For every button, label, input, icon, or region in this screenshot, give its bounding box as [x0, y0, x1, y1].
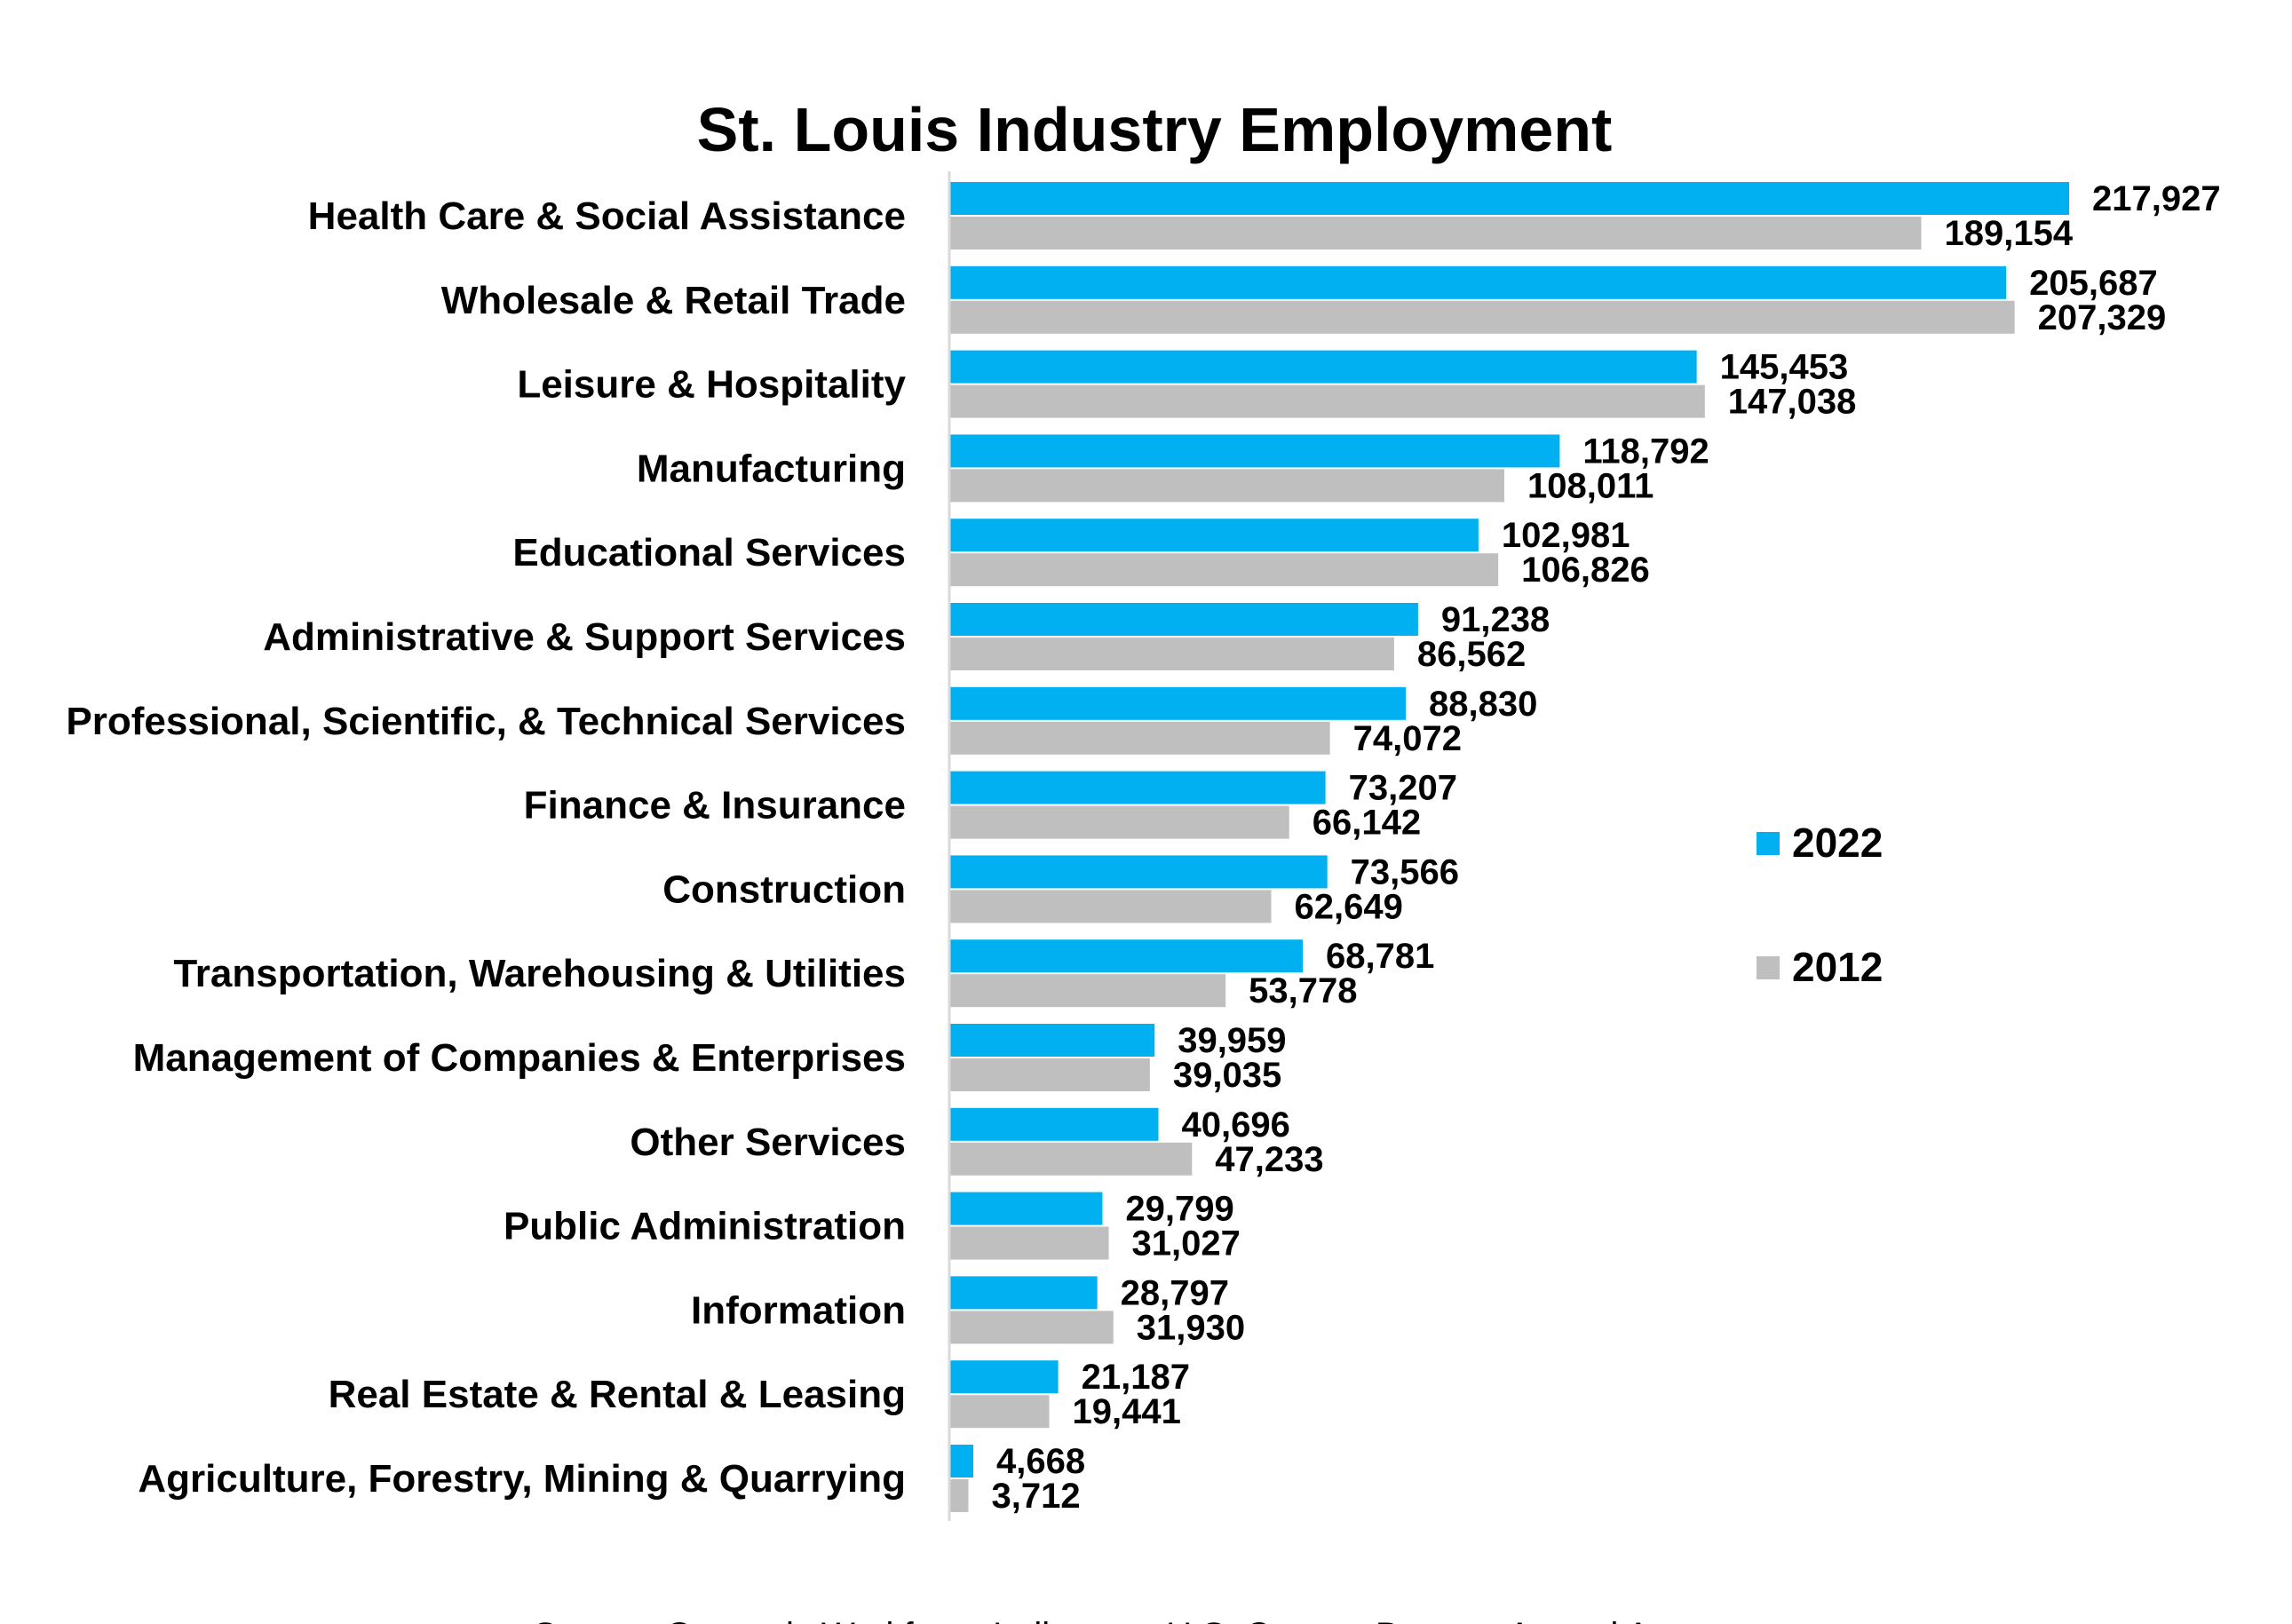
value-label-2022: 118,792 — [1582, 432, 1709, 471]
chart-title: St. Louis Industry Employment — [697, 95, 1613, 164]
bar-2022 — [949, 182, 2069, 215]
value-label-2022: 21,187 — [1082, 1358, 1190, 1397]
legend-label-2012: 2012 — [1792, 944, 1883, 990]
value-label-2012: 62,649 — [1295, 887, 1403, 926]
value-label-2012: 66,142 — [1313, 804, 1421, 843]
bar-2022 — [949, 855, 1328, 889]
bar-2022 — [949, 1192, 1103, 1225]
value-label-2022: 68,781 — [1326, 937, 1434, 976]
category-label: Wholesale & Retail Trade — [441, 279, 906, 322]
value-label-2022: 102,981 — [1502, 516, 1630, 555]
category-label: Educational Services — [512, 531, 906, 574]
bar-2012 — [949, 469, 1504, 503]
value-label-2012: 106,826 — [1521, 551, 1650, 590]
bar-2012 — [949, 890, 1272, 923]
category-label: Management of Companies & Enterprises — [133, 1036, 906, 1080]
value-label-2022: 4,668 — [996, 1442, 1085, 1481]
value-label-2012: 147,038 — [1728, 383, 1857, 422]
bar-2012 — [949, 553, 1499, 587]
value-label-2012: 207,329 — [2038, 298, 2167, 337]
bar-2012 — [949, 1395, 1050, 1429]
bar-2022 — [949, 350, 1697, 384]
bar-2012 — [949, 1311, 1114, 1344]
bar-2022 — [949, 519, 1479, 552]
value-label-2022: 29,799 — [1125, 1190, 1233, 1229]
bars-layer — [949, 182, 2069, 1512]
category-label: Information — [691, 1288, 906, 1332]
legend-label-2022: 2022 — [1792, 820, 1883, 866]
bar-2012 — [949, 217, 1922, 250]
category-label: Public Administration — [504, 1205, 906, 1248]
bar-2022 — [949, 1107, 1159, 1141]
value-label-2022: 73,207 — [1349, 769, 1457, 808]
category-label: Real Estate & Rental & Leasing — [329, 1373, 906, 1416]
category-label: Agriculture, Forestry, Mining & Quarryin… — [138, 1457, 906, 1501]
category-label: Transportation, Warehousing & Utilities — [173, 952, 906, 995]
value-label-2012: 53,778 — [1249, 971, 1357, 1010]
category-label: Professional, Scientific, & Technical Se… — [66, 700, 906, 743]
value-label-2022: 40,696 — [1181, 1105, 1289, 1145]
category-label: Construction — [662, 867, 906, 911]
source-note: Source: Quarterly Workforce Indicators, … — [533, 1616, 1775, 1624]
category-label: Administrative & Support Services — [263, 615, 906, 659]
category-label: Manufacturing — [637, 447, 906, 490]
bar-2012 — [949, 1058, 1150, 1091]
bar-2022 — [949, 686, 1407, 720]
bar-2022 — [949, 1445, 974, 1477]
value-label-2012: 189,154 — [1945, 214, 2074, 253]
bar-2022 — [949, 1360, 1059, 1394]
bar-2012 — [949, 1142, 1193, 1176]
category-label: Finance & Insurance — [524, 784, 906, 828]
bar-2022 — [949, 265, 2007, 299]
value-label-2012: 47,233 — [1215, 1140, 1323, 1179]
category-labels: Health Care & Social Assistance Wholesale… — [66, 194, 906, 1501]
category-label: Health Care & Social Assistance — [308, 194, 906, 238]
bar-2022 — [949, 771, 1326, 804]
value-label-2022: 205,687 — [2029, 264, 2158, 303]
value-label-2012: 39,035 — [1173, 1056, 1281, 1095]
value-label-2012: 108,011 — [1527, 466, 1654, 505]
bar-2012 — [949, 300, 2015, 334]
value-label-2022: 91,238 — [1441, 600, 1550, 639]
value-label-2012: 86,562 — [1417, 635, 1526, 674]
bar-2012 — [949, 805, 1289, 839]
value-label-2022: 145,453 — [1720, 348, 1849, 387]
value-label-2022: 39,959 — [1178, 1021, 1286, 1060]
value-label-2022: 217,927 — [2092, 179, 2221, 218]
value-label-2022: 28,797 — [1121, 1273, 1229, 1312]
bar-2012 — [949, 638, 1394, 670]
legend-swatch-2012 — [1757, 956, 1780, 979]
bar-2012 — [949, 721, 1330, 755]
bar-2012 — [949, 1479, 969, 1512]
bar-2022 — [949, 1024, 1155, 1057]
category-label: Leisure & Hospitality — [517, 363, 906, 407]
value-label-2022: 73,566 — [1351, 852, 1459, 891]
value-label-2012: 31,027 — [1132, 1224, 1241, 1264]
value-label-2012: 31,930 — [1137, 1308, 1245, 1347]
legend-swatch-2022 — [1757, 832, 1780, 855]
bar-2012 — [949, 974, 1226, 1008]
bar-2022 — [949, 603, 1418, 636]
bar-2022 — [949, 434, 1560, 468]
bar-2012 — [949, 384, 1705, 418]
bar-2012 — [949, 1226, 1109, 1260]
bar-2022 — [949, 1276, 1098, 1310]
value-label-2012: 3,712 — [991, 1477, 1080, 1516]
legend: 2022 2012 — [1757, 820, 1883, 990]
value-label-2012: 74,072 — [1353, 719, 1462, 758]
bar-2022 — [949, 939, 1303, 973]
value-label-2012: 19,441 — [1072, 1392, 1180, 1431]
category-label: Other Services — [630, 1121, 906, 1164]
value-label-2022: 88,830 — [1429, 685, 1537, 724]
